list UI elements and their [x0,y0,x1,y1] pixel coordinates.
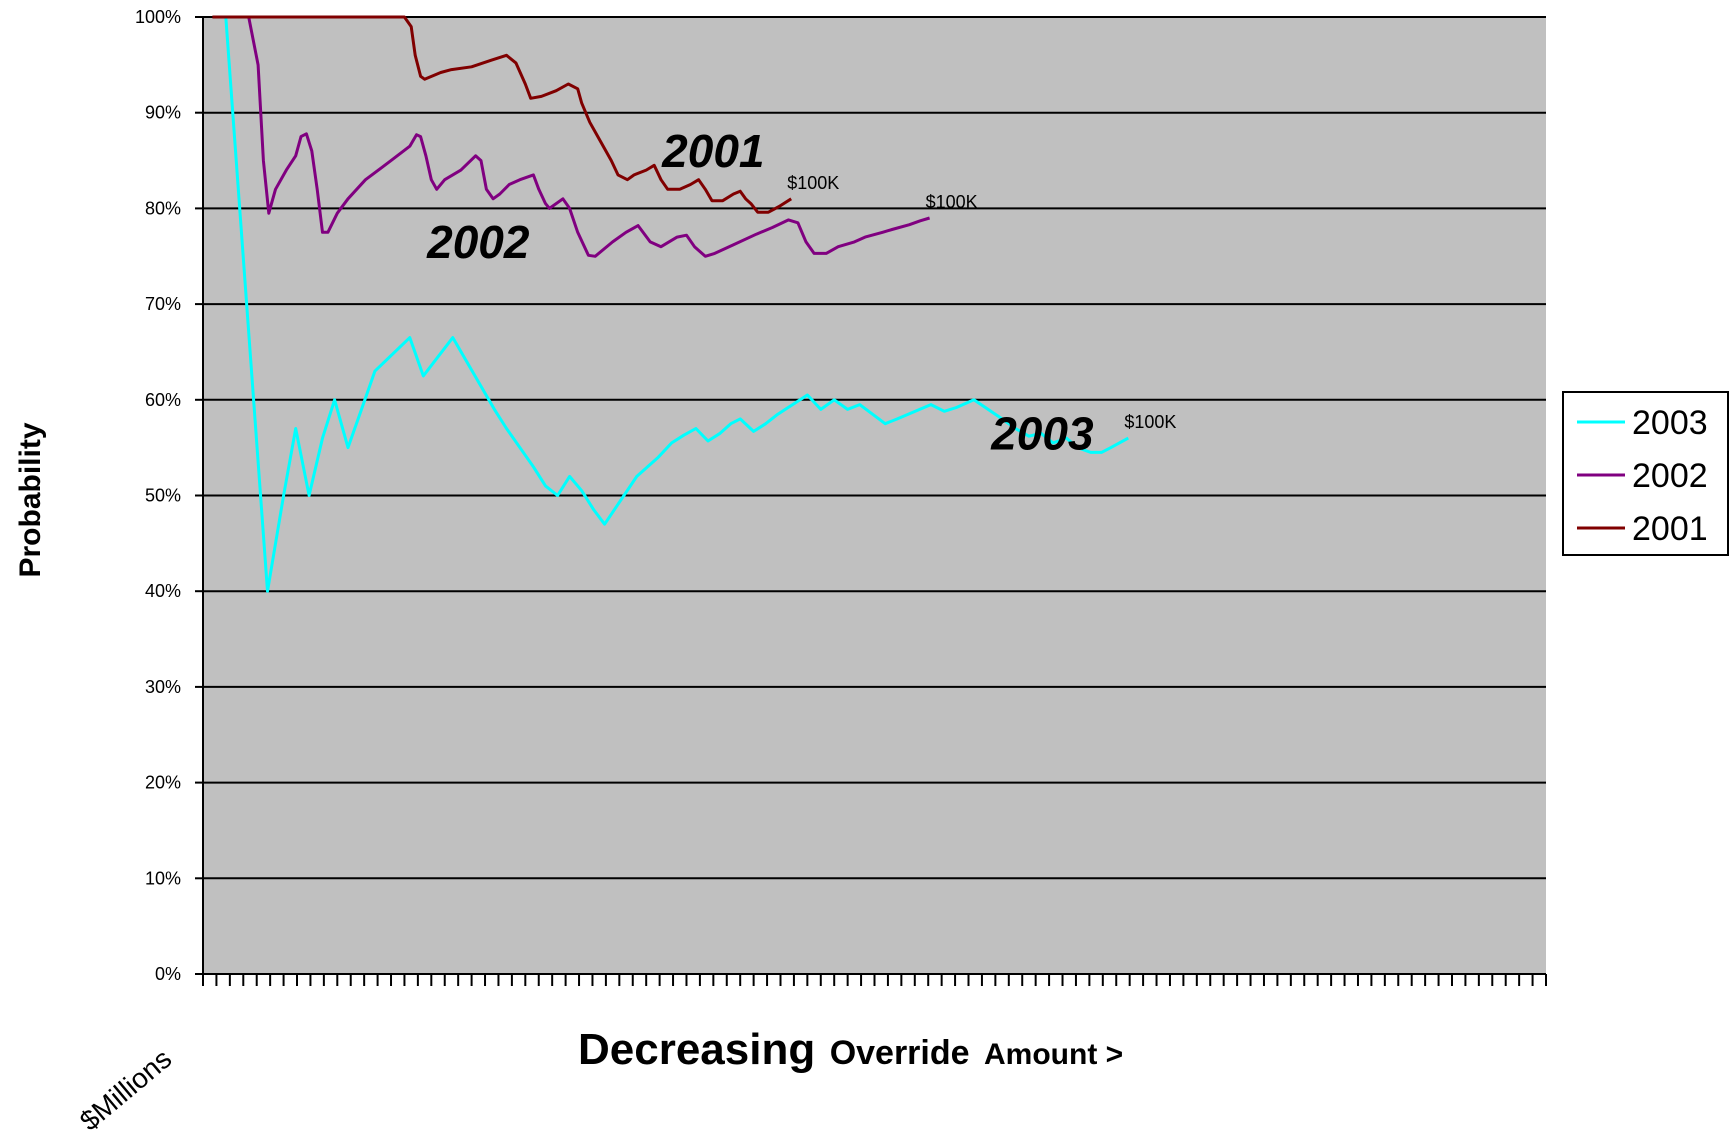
end-label-2001: $100K [787,173,839,193]
gridlines [203,16,1546,880]
x-axis-label: Decreasing Override Amount > [578,1025,1123,1074]
year-annotation-2002: 2002 [426,216,530,268]
y-tick-label: 60% [145,390,181,410]
year-annotation-2003: 2003 [990,407,1094,459]
y-tick-label: 0% [155,964,181,984]
series-line-2001 [212,15,793,214]
y-tick-label: 100% [135,7,181,27]
legend-label-2001: 2001 [1632,510,1708,548]
series-line-2002 [247,16,931,258]
x-axis-ticks [202,974,1547,986]
y-axis-label: Probability [14,422,47,577]
year-annotation-2001: 2001 [661,125,764,177]
legend-label-2002: 2002 [1632,457,1708,495]
end-label-2003: $100K [1124,412,1176,432]
x-axis-label-small: Amount > [984,1038,1123,1071]
legend-label-2003: 2003 [1632,404,1708,442]
series-lines [212,15,1130,593]
legend: 2003 2002 2001 [1562,391,1729,556]
y-axis-ticks: 0% 10% 20% 30% 40% 50% 60% 70% 80% 90% 100% [135,7,203,984]
y-tick-label: 30% [145,677,181,697]
end-label-2002: $100K [926,192,978,212]
y-tick-label: 90% [145,103,181,123]
y-tick-label: 50% [145,486,181,506]
y-tick-label: 80% [145,198,181,218]
year-annotations: 2001 2002 2003 [426,125,1094,459]
end-labels: $100K $100K $100K [787,173,1176,432]
y-tick-label: 40% [145,581,181,601]
x-start-label: $Millions [74,1043,177,1136]
x-axis-label-big: Decreasing [578,1025,815,1074]
y-tick-label: 20% [145,773,181,793]
y-tick-label: 10% [145,868,181,888]
y-tick-label: 70% [145,294,181,314]
series-line-2003 [224,16,1130,593]
x-axis-label-mid: Override [830,1034,970,1072]
